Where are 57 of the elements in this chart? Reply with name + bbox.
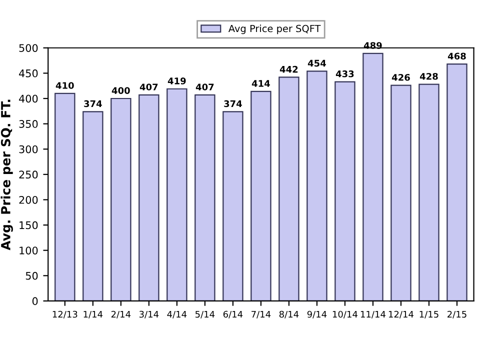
data-label: 374 bbox=[224, 100, 242, 108]
y-tick-label: 300 bbox=[19, 145, 38, 154]
bar bbox=[250, 90, 272, 301]
data-label: 400 bbox=[112, 87, 130, 94]
legend-label: Avg Price per SQFT bbox=[228, 24, 321, 34]
bar bbox=[446, 64, 468, 301]
x-tick-label: 10/14 bbox=[332, 310, 358, 318]
x-tick-label: 5/14 bbox=[195, 310, 215, 318]
bar bbox=[138, 94, 160, 301]
y-tick-label: 500 bbox=[19, 44, 38, 52]
data-label: 374 bbox=[84, 100, 102, 108]
x-tick-label: 11/14 bbox=[360, 310, 386, 318]
y-tick-label: 350 bbox=[19, 120, 38, 128]
x-tick-label: 7/14 bbox=[252, 310, 271, 318]
x-tick-label: 3/14 bbox=[139, 310, 159, 318]
bar bbox=[110, 98, 132, 301]
x-tick-label: 1/15 bbox=[420, 310, 438, 318]
data-label: 433 bbox=[336, 70, 354, 78]
data-label: 414 bbox=[252, 80, 270, 87]
x-tick-label: 1/14 bbox=[84, 310, 103, 318]
y-tick-label: 400 bbox=[19, 94, 38, 103]
y-tick-label: 150 bbox=[20, 221, 38, 230]
bar bbox=[390, 84, 412, 301]
data-label: 426 bbox=[392, 74, 410, 81]
bar bbox=[82, 111, 104, 301]
x-tick-label: 12/14 bbox=[388, 310, 414, 318]
bar bbox=[334, 81, 356, 301]
bar bbox=[54, 92, 76, 301]
y-tick-label: 0 bbox=[32, 297, 38, 306]
y-axis-title: Avg. Price per SQ. FT. bbox=[0, 100, 13, 250]
data-label: 442 bbox=[280, 66, 298, 73]
bar bbox=[222, 111, 244, 301]
data-label: 468 bbox=[448, 52, 466, 60]
y-tick-label: 250 bbox=[19, 170, 38, 179]
x-tick-label: 6/14 bbox=[223, 310, 243, 318]
data-label: 428 bbox=[420, 72, 438, 80]
y-tick-label: 450 bbox=[19, 69, 38, 78]
bar bbox=[306, 70, 328, 301]
x-tick-label: 4/14 bbox=[167, 310, 187, 318]
data-label: 419 bbox=[168, 78, 186, 84]
data-label: 454 bbox=[308, 60, 326, 67]
y-tick-label: 200 bbox=[19, 196, 38, 204]
x-tick-label: 8/14 bbox=[279, 310, 299, 318]
data-label: 407 bbox=[196, 84, 214, 90]
x-tick-label: 9/14 bbox=[307, 310, 327, 318]
x-tick-label: 12/13 bbox=[52, 310, 78, 318]
bar bbox=[418, 84, 440, 301]
x-tick-label: 2/15 bbox=[448, 310, 466, 318]
data-label: 407 bbox=[140, 84, 158, 90]
bar bbox=[278, 76, 300, 301]
data-label: 410 bbox=[56, 82, 74, 89]
bar bbox=[166, 88, 188, 301]
bar bbox=[362, 52, 384, 301]
x-tick-label: 2/14 bbox=[111, 310, 131, 318]
bar bbox=[194, 94, 216, 301]
y-tick-label: 100 bbox=[20, 246, 38, 254]
y-tick-label: 50 bbox=[26, 272, 38, 280]
